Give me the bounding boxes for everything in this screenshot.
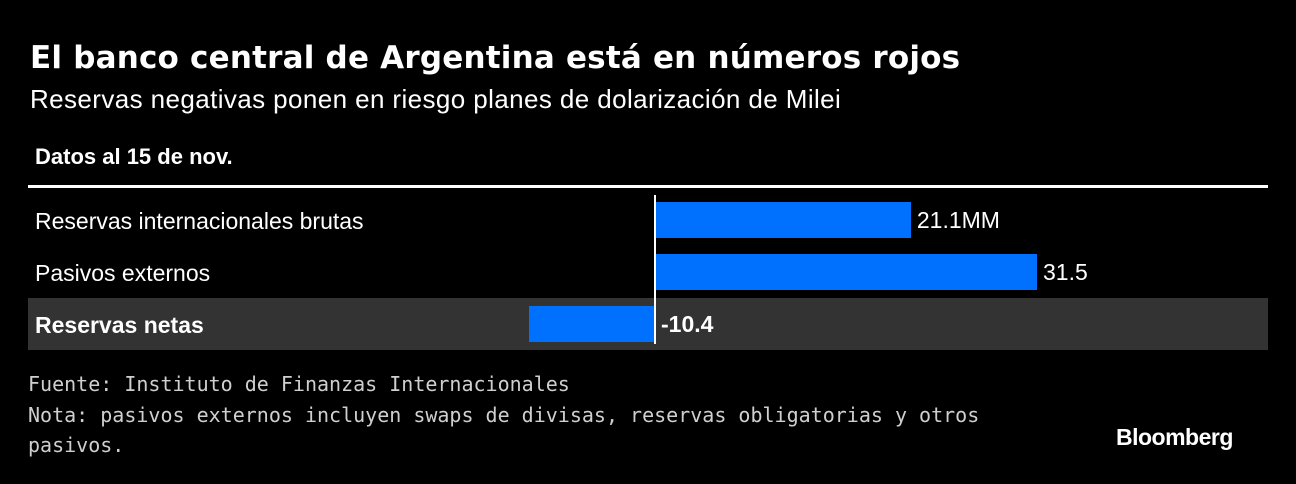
chart-row: Reservas internacionales brutas [28, 194, 1268, 246]
source-note: Fuente: Instituto de Finanzas Internacio… [28, 372, 570, 396]
category-label: Reservas netas [35, 312, 204, 338]
category-label: Reservas internacionales brutas [35, 208, 364, 234]
bloomberg-logo: Bloomberg [1116, 424, 1233, 450]
bar [528, 306, 655, 342]
category-label: Pasivos externos [35, 260, 211, 286]
bar [655, 254, 1037, 290]
table-top-rule [28, 185, 1268, 188]
chart-title: El banco central de Argentina está en nú… [30, 40, 961, 76]
chart-row: Pasivos externos [28, 246, 1268, 298]
value-label: 31.5 [1043, 259, 1088, 285]
data-date-label: Datos al 15 de nov. [35, 144, 233, 169]
footnote: Nota: pasivos externos incluyen swaps de… [28, 403, 980, 457]
bar [655, 202, 911, 238]
chart-subtitle: Reservas negativas ponen en riesgo plane… [30, 84, 842, 114]
value-label: 21.1MM [916, 207, 1000, 233]
value-label: -10.4 [661, 311, 714, 337]
zero-axis-line [654, 195, 656, 344]
